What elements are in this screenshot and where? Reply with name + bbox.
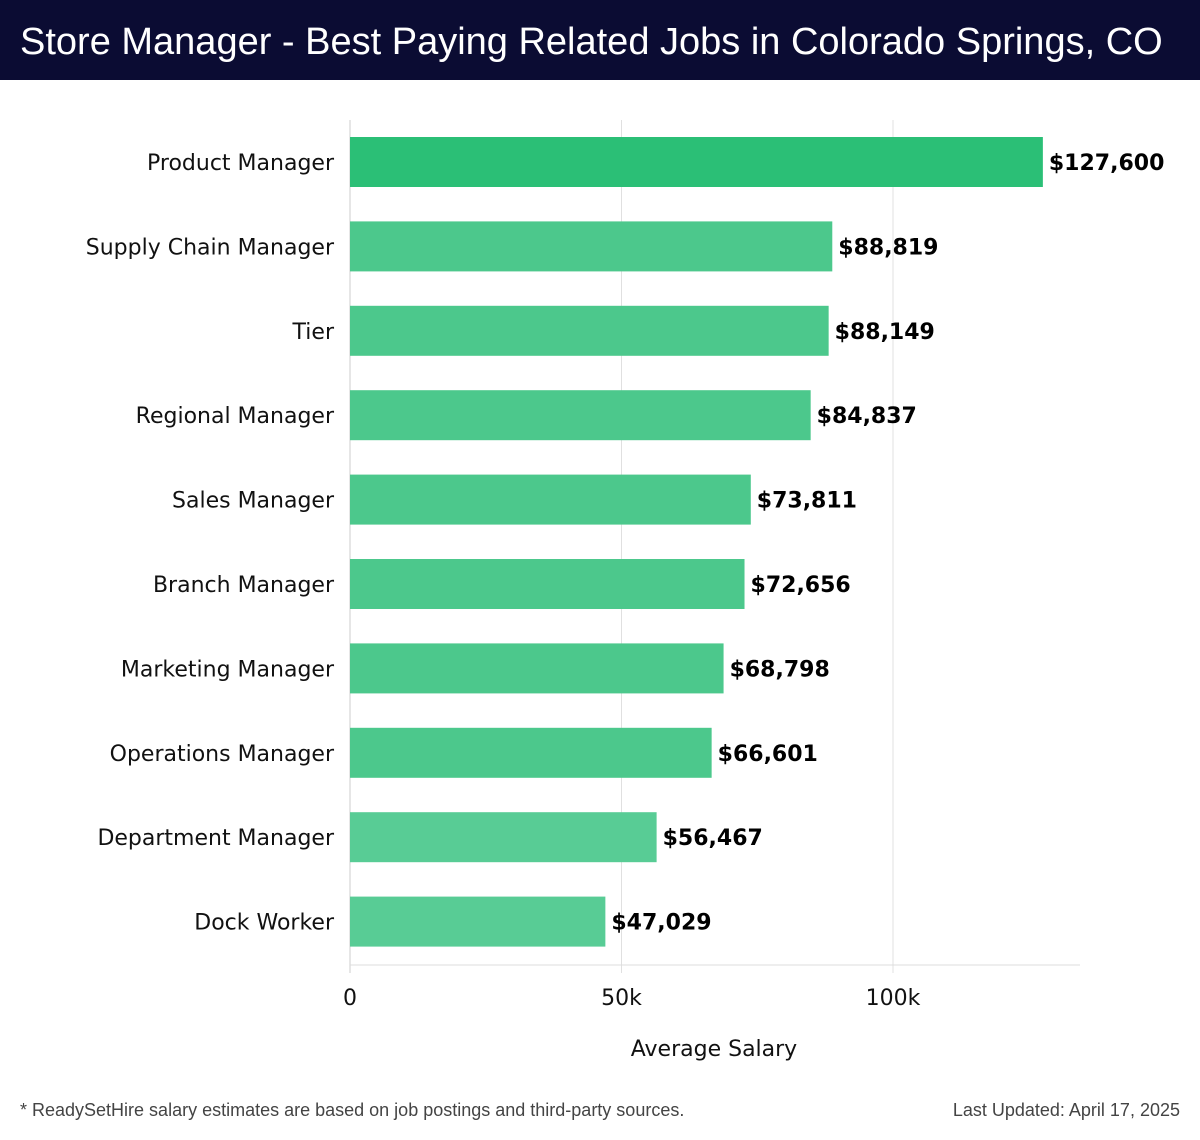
labels: Product Manager $127,600 Supply Chain Mana… — [86, 151, 1165, 936]
category-label: Sales Manager — [172, 489, 335, 514]
data-label: $84,837 — [817, 404, 917, 429]
header-bar: Store Manager - Best Paying Related Jobs… — [0, 0, 1200, 80]
data-label: $68,798 — [730, 657, 830, 682]
x-tick-label: 50k — [601, 986, 642, 1011]
page-title: Store Manager - Best Paying Related Jobs… — [20, 21, 1163, 63]
category-label: Supply Chain Manager — [86, 235, 335, 260]
x-axis-label: Average Salary — [631, 1037, 797, 1062]
x-axis: 0 50k 100k Average Salary — [343, 964, 1080, 1062]
data-label: $88,819 — [838, 235, 938, 260]
bar — [350, 221, 833, 272]
data-label: $66,601 — [718, 742, 818, 767]
bar — [350, 137, 1043, 187]
x-tick-label: 0 — [343, 986, 357, 1011]
category-label: Branch Manager — [153, 573, 335, 598]
salary-bar-chart: Product Manager $127,600 Supply Chain Mana… — [86, 120, 1165, 1062]
bar — [350, 559, 745, 609]
bar — [350, 390, 811, 441]
bar — [350, 812, 657, 863]
category-label: Product Manager — [147, 151, 335, 176]
last-updated: Last Updated: April 17, 2025 — [952, 1100, 1180, 1120]
data-label: $47,029 — [611, 911, 711, 936]
bar — [350, 896, 606, 947]
data-label: $88,149 — [835, 320, 935, 345]
data-label: $73,811 — [757, 489, 857, 514]
footer-note: * ReadySetHire salary estimates are base… — [20, 1100, 685, 1120]
x-tick-label: 100k — [866, 986, 921, 1011]
data-label: $127,600 — [1049, 151, 1165, 176]
bar — [350, 305, 829, 356]
data-label: $72,656 — [751, 573, 851, 598]
category-label: Tier — [292, 320, 335, 345]
category-label: Department Manager — [97, 826, 335, 851]
category-label: Dock Worker — [194, 911, 335, 936]
bar — [350, 727, 712, 778]
bars — [350, 137, 1043, 947]
category-label: Regional Manager — [136, 404, 335, 429]
data-label: $56,467 — [663, 826, 763, 851]
category-label: Operations Manager — [110, 742, 335, 767]
bar — [350, 474, 751, 525]
category-label: Marketing Manager — [121, 657, 335, 682]
bar — [350, 643, 724, 694]
